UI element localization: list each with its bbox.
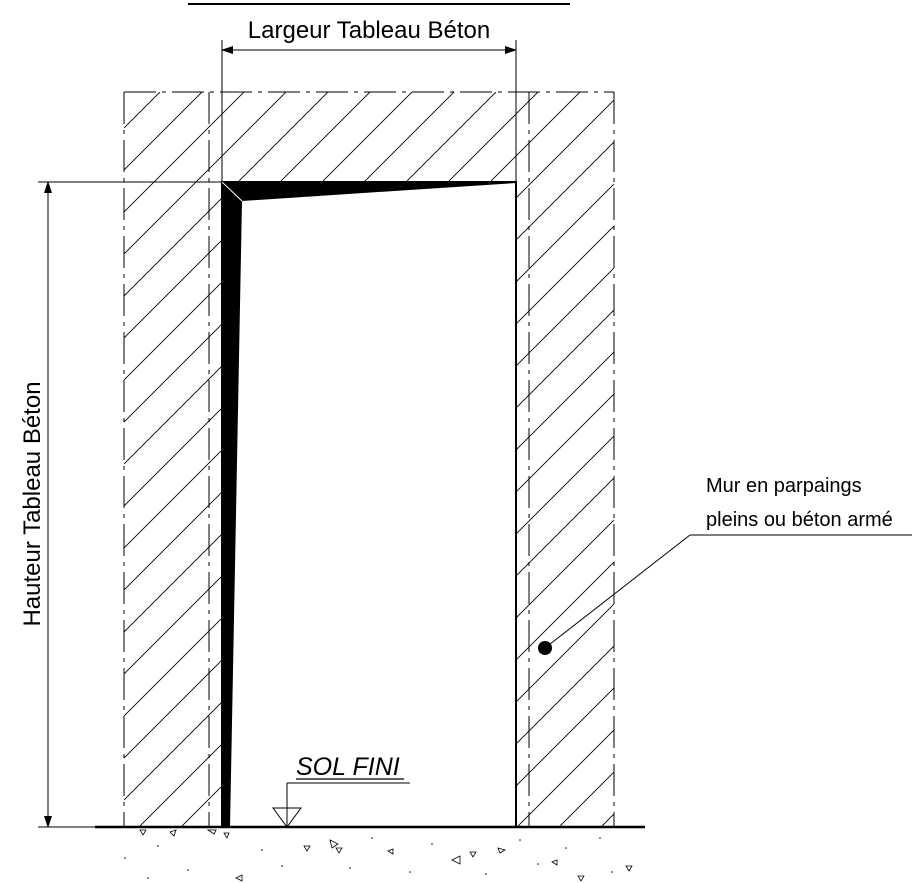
opening-outline [221, 181, 517, 828]
concrete-aggregate [139, 829, 633, 882]
wall-note-leader [538, 534, 912, 655]
height-dimension [38, 181, 222, 828]
wall-outline-dashed [123, 91, 615, 827]
floor-level-marker [272, 782, 410, 828]
width-dimension-label: Largeur Tableau Béton [248, 17, 490, 44]
floor-level-label: SOL FINI [296, 753, 400, 781]
frame-corner-mark [221, 181, 243, 202]
width-dimension [188, 3, 570, 182]
height-dimension-label: Hauteur Tableau Béton [19, 381, 46, 626]
leader-dot [538, 641, 552, 655]
concrete-specks [124, 837, 613, 879]
wall-note-line1: Mur en parpaings [706, 475, 862, 497]
wall-note-line2: pleins ou béton armé [706, 509, 893, 531]
